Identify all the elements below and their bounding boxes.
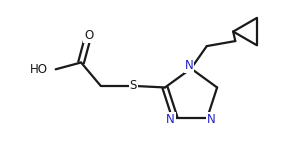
Text: N: N: [184, 59, 193, 72]
Text: N: N: [207, 113, 216, 126]
Text: O: O: [84, 29, 93, 42]
Text: N: N: [166, 113, 175, 126]
Text: S: S: [130, 79, 137, 92]
Text: HO: HO: [30, 63, 48, 76]
